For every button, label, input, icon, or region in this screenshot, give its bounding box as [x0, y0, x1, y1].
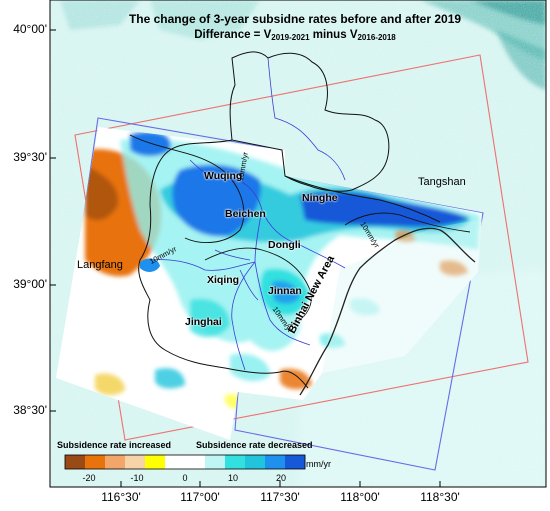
lon-tick-118-00: 118°00' [340, 490, 380, 504]
axis-ticks [50, 29, 441, 487]
colorbar-swatch [105, 455, 126, 469]
colorbar-swatch [285, 455, 306, 469]
colorbar-decrease-title: Subsidence rate decreased [196, 440, 313, 450]
colorbar-swatch [225, 455, 246, 469]
label-wuqing: Wuqing [204, 170, 243, 182]
langfang-patch [140, 258, 160, 272]
lon-tick-117-00: 117°00' [180, 490, 220, 504]
colorbar-tick--10: -10 [130, 473, 144, 483]
label-dongli: Dongli [268, 239, 301, 251]
colorbar-swatch [265, 455, 286, 469]
colorbar-tick--20: -20 [82, 473, 96, 483]
colorbar-swatch [145, 455, 166, 469]
colorbar-tick-10: 10 [227, 473, 239, 483]
label-beichen: Beichen [225, 208, 266, 220]
colorbar-swatch [65, 455, 86, 469]
colorbar-frame [64, 454, 306, 470]
colorbar-swatch [125, 455, 146, 469]
contour-lines [129, 134, 471, 326]
lat-tick-39-00: 39°00' [13, 277, 47, 291]
tianjin-boundary-south [138, 139, 309, 389]
lat-tick-40-00: 40°00' [13, 22, 47, 36]
colorbar [64, 454, 306, 470]
lon-tick-118-30: 118°30' [420, 490, 460, 504]
colorbar-swatch [165, 455, 186, 469]
label-jinghai: Jinghai [185, 316, 222, 328]
coastline [299, 227, 476, 396]
label-ninghe: Ninghe [302, 192, 338, 204]
colorbar-swatch [185, 455, 206, 469]
colorbar-increase-title: Subsidence rate increased [57, 440, 172, 450]
colorbar-swatch [245, 455, 266, 469]
lat-tick-39-30: 39°30' [13, 150, 47, 164]
lon-tick-117-30: 117°30' [260, 490, 300, 504]
colorbar-unit: mm/yr [306, 459, 331, 469]
lat-tick-38-30: 38°30' [13, 403, 47, 417]
colorbar-swatch [205, 455, 226, 469]
map-title: The change of 3-year subsidne rates befo… [128, 12, 462, 26]
district-boundaries [149, 57, 346, 371]
label-jinnan: Jinnan [268, 285, 302, 297]
colorbar-tick-20: 20 [275, 473, 287, 483]
label-tangshan: Tangshan [418, 176, 466, 188]
map-subtitle: Differance = V2019-2021 minus V2016-2018 [194, 29, 396, 42]
lon-tick-116-30: 116°30' [101, 490, 141, 504]
label-xiqing: Xiqing [207, 274, 240, 286]
map-frame [49, 0, 547, 488]
colorbar-swatch [85, 455, 106, 469]
label-langfang: Langfang [77, 259, 123, 271]
colorbar-tick-0: 0 [182, 473, 188, 483]
